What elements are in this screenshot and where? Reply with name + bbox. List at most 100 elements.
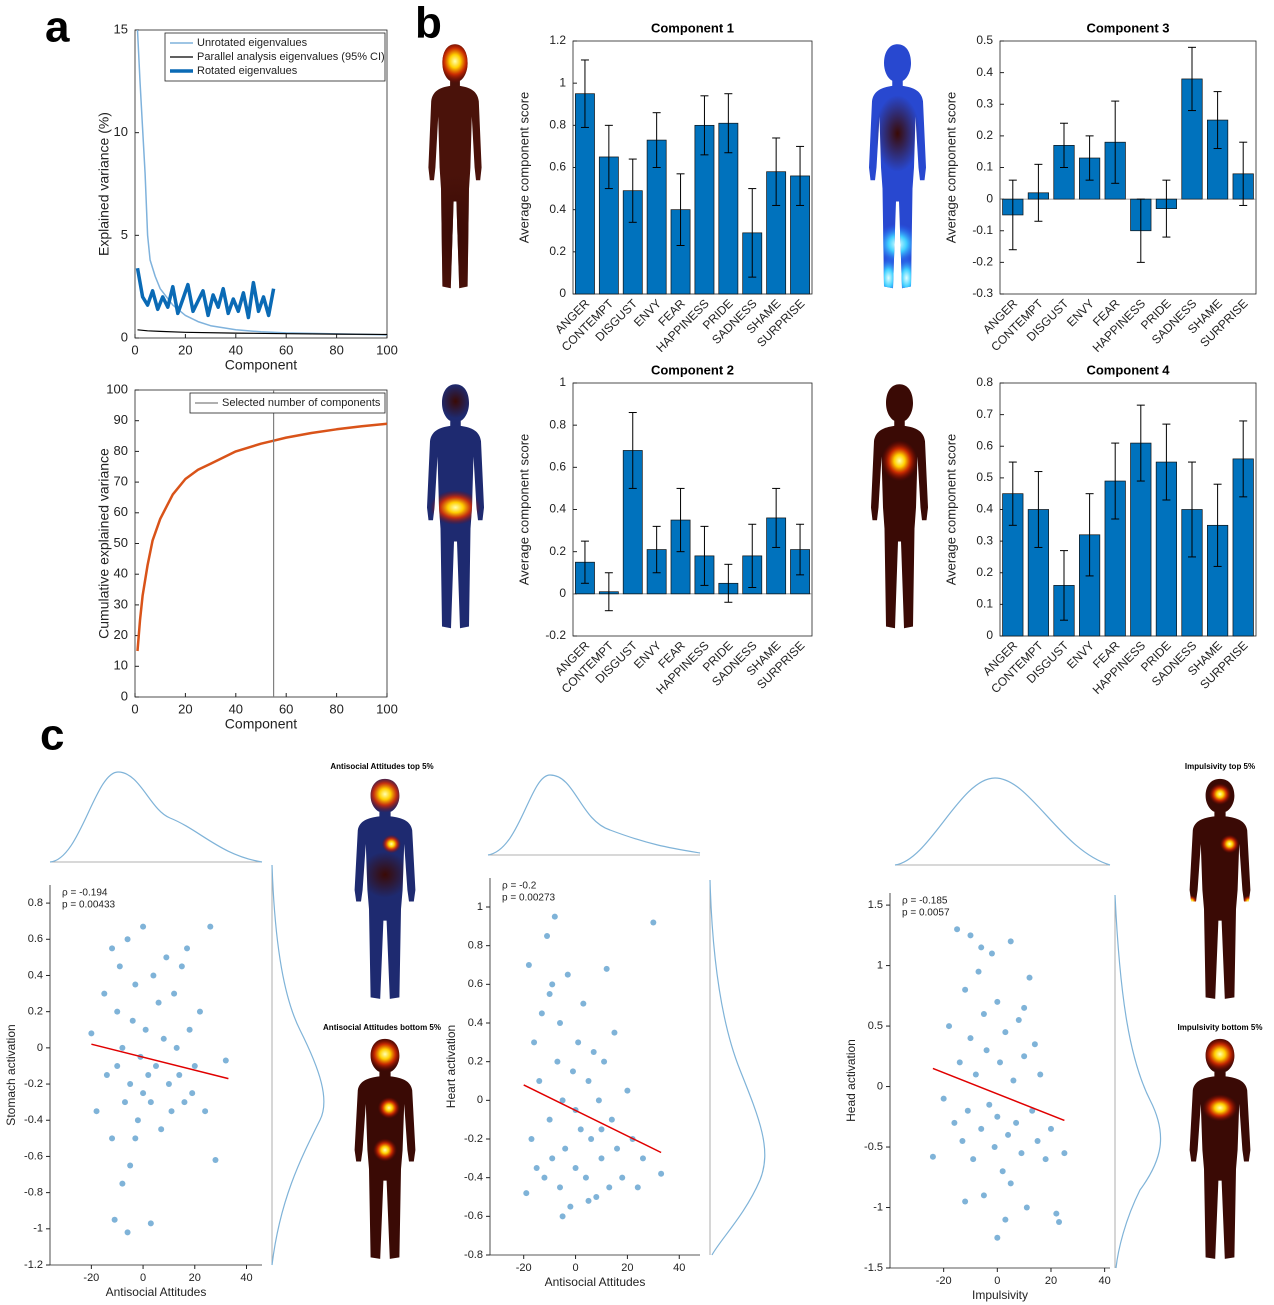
point [624,1088,630,1094]
y-tick-label: -1 [873,1201,883,1213]
point [986,1102,992,1108]
y-tick-label: -1.2 [24,1259,43,1271]
point [604,966,610,972]
point [1021,1005,1027,1011]
point [601,1059,607,1065]
y-axis-label: Average component score [516,92,531,244]
point [954,926,960,932]
point [962,1198,968,1204]
y-tick-label: 0 [477,1094,483,1106]
point [104,1072,110,1078]
point [127,1081,133,1087]
density-curve [50,772,262,862]
y-tick-label: 0.6 [28,933,43,945]
point [640,1155,646,1161]
heat-spot [875,95,920,172]
point [978,944,984,950]
y-tick-label: 0.6 [976,438,993,452]
y-axis-label: Explained variance (%) [96,112,112,256]
y-tick-label: 0.8 [28,897,43,909]
y-tick-label: -0.5 [864,1141,883,1153]
y-tick-label: 0.8 [976,375,993,389]
point [544,933,550,939]
point [1013,1120,1019,1126]
heat-spot [437,39,473,83]
x-tick-label: -20 [516,1262,532,1274]
y-tick-label: 0.8 [468,940,483,952]
x-tick-label: 100 [376,342,398,357]
x-tick-label: 0 [140,1272,146,1284]
point [148,1220,154,1226]
point [658,1171,664,1177]
point [140,924,146,930]
y-tick-label: 70 [114,474,128,489]
point [166,1081,172,1087]
x-tick-label: 0 [131,342,138,357]
trend-line [524,1085,661,1153]
y-tick-label: 0.2 [976,565,993,579]
y-tick-label: -0.8 [464,1249,483,1261]
point [541,1175,547,1181]
point [135,1117,141,1123]
x-tick-label: ENVY [631,296,664,329]
point [125,936,131,942]
x-tick-label: ENVY [1064,296,1097,329]
y-tick-label: 0.3 [976,96,993,110]
y-tick-label: -0.6 [464,1210,483,1222]
point [109,945,115,951]
point [981,1192,987,1198]
point [163,954,169,960]
point [596,1097,602,1103]
point [930,1154,936,1160]
y-tick-label: -0.2 [972,255,993,269]
y-tick-label: 50 [114,535,128,550]
y-tick-label: -1.5 [864,1262,883,1274]
y-tick-label: 0.3 [976,533,993,547]
x-tick-label: ENVY [1064,638,1097,671]
heat-spot [895,256,919,300]
legend-label: Unrotated eigenvalues [197,37,308,49]
point [609,1117,615,1123]
point [967,1035,973,1041]
y-axis-label: Head activation [844,1039,858,1122]
y-tick-label: 0.2 [549,544,566,558]
point [606,1184,612,1190]
y-axis-label: Heart activation [444,1025,458,1108]
legend-label: Selected number of components [222,397,381,409]
point [184,945,190,951]
point [593,1194,599,1200]
point [1035,1138,1041,1144]
y-tick-label: 40 [114,566,128,581]
x-tick-label: 40 [1099,1275,1111,1287]
y-tick-label: 80 [114,443,128,458]
line [138,424,388,651]
y-tick-label: 10 [114,124,128,139]
point [959,1138,965,1144]
y-tick-label: 1.2 [549,33,566,47]
y-tick-label: 0.5 [868,1020,883,1032]
point [526,962,532,968]
line [138,268,274,317]
point [1043,1156,1049,1162]
annotation: ρ = -0.185 [902,896,948,907]
annotation: ρ = -0.2 [502,881,537,892]
x-tick-label: 20 [189,1272,201,1284]
point [127,1162,133,1168]
heat-spot [1242,895,1255,907]
body-heat [882,440,918,481]
point [122,1099,128,1105]
y-tick-label: 15 [114,21,128,36]
point [176,1072,182,1078]
x-tick-label: 0 [994,1275,1000,1287]
heat-spot [413,174,497,296]
y-tick-label: 0.4 [976,65,993,79]
point [1008,938,1014,944]
x-tick-label: 80 [329,701,343,716]
y-tick-label: 90 [114,412,128,427]
point [557,1184,563,1190]
point [992,1144,998,1150]
point [951,1120,957,1126]
point [158,1126,164,1132]
point [598,1155,604,1161]
point [94,1108,100,1114]
